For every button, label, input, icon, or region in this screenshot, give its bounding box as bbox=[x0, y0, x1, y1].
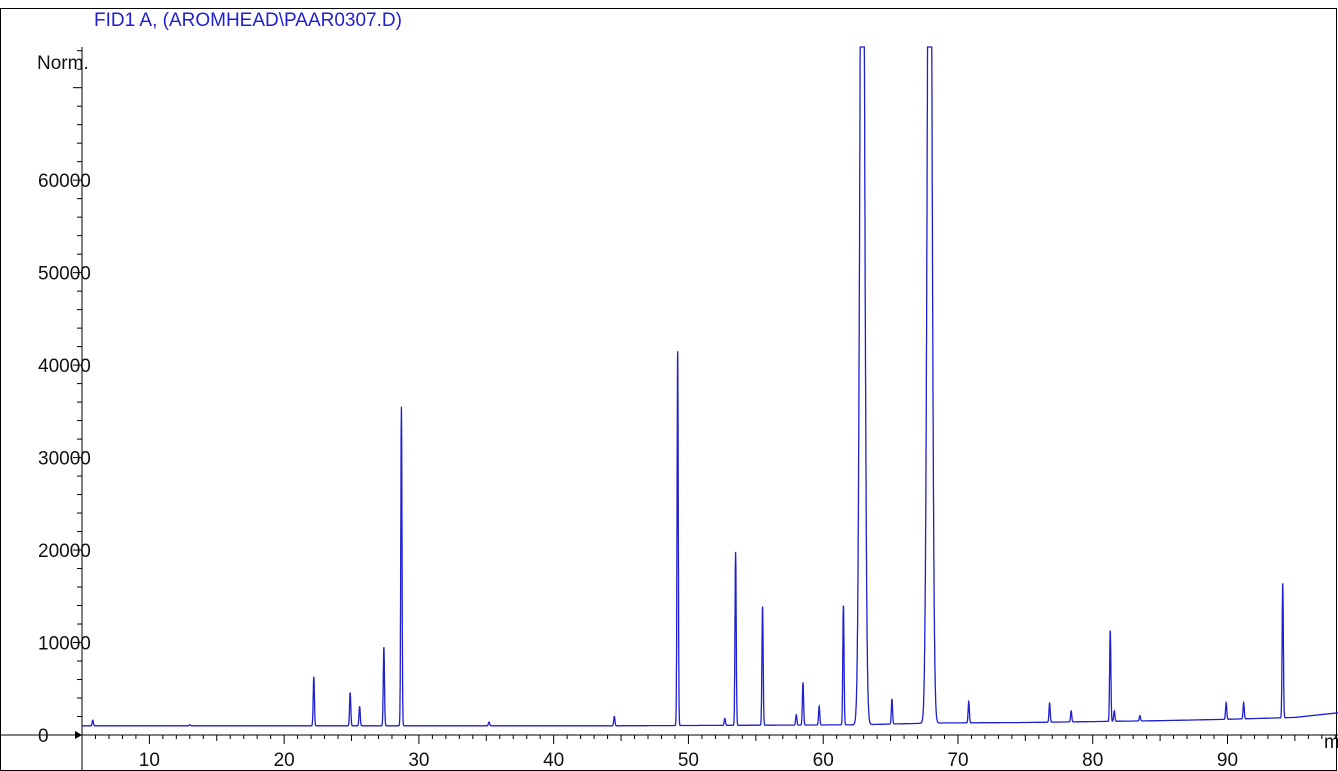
peak-point bbox=[1138, 714, 1142, 718]
y-tick-label: 30000 bbox=[38, 449, 91, 470]
peak-point bbox=[723, 716, 727, 720]
peak-point bbox=[358, 704, 362, 708]
peak-point bbox=[399, 405, 403, 409]
peak-point bbox=[382, 645, 386, 649]
peak-point bbox=[890, 697, 894, 701]
y-tick-label: 0 bbox=[38, 726, 49, 747]
peak-point bbox=[1112, 709, 1116, 713]
chart-title: FID1 A, (AROMHEAD\PAAR0307.D) bbox=[94, 10, 402, 31]
x-tick-label: 60 bbox=[813, 750, 834, 771]
x-tick-label: 70 bbox=[947, 750, 968, 771]
y-tick-label: 40000 bbox=[38, 356, 91, 377]
peak-point bbox=[1048, 701, 1052, 705]
peak-point bbox=[841, 604, 845, 608]
peak-point bbox=[1242, 701, 1246, 705]
x-tick-label: 10 bbox=[139, 750, 160, 771]
y-tick-label: 50000 bbox=[38, 264, 91, 285]
peak-point bbox=[188, 723, 192, 727]
peak-point bbox=[312, 675, 316, 679]
peak-point bbox=[1069, 709, 1073, 713]
peak-point bbox=[348, 690, 352, 694]
x-axis-label: m bbox=[1324, 732, 1338, 753]
peak-point bbox=[487, 720, 491, 724]
peak-point bbox=[801, 680, 805, 684]
peak-point bbox=[967, 700, 971, 704]
x-tick-label: 40 bbox=[543, 750, 564, 771]
peak-point bbox=[91, 718, 95, 722]
y-tick-label: 60000 bbox=[38, 171, 91, 192]
y-tick-label: 10000 bbox=[38, 634, 91, 655]
peak-point bbox=[1224, 701, 1228, 705]
y-axis-label: Norm. bbox=[37, 53, 89, 74]
peak-point bbox=[734, 550, 738, 554]
x-tick-label: 80 bbox=[1082, 750, 1103, 771]
peak-point bbox=[817, 704, 821, 708]
chromatogram-trace bbox=[82, 46, 1338, 727]
peak-point bbox=[612, 715, 616, 719]
y-tick-label: 20000 bbox=[38, 541, 91, 562]
x-tick-label: 50 bbox=[678, 750, 699, 771]
x-tick-label: 90 bbox=[1217, 750, 1238, 771]
peak-point bbox=[794, 713, 798, 717]
peak-point bbox=[860, 45, 864, 49]
peak-point bbox=[676, 349, 680, 353]
plot-frame bbox=[0, 8, 1337, 771]
peak-point bbox=[761, 604, 765, 608]
x-tick-label: 30 bbox=[408, 750, 429, 771]
x-tick-label: 20 bbox=[274, 750, 295, 771]
peak-point bbox=[1108, 629, 1112, 633]
peak-point bbox=[1281, 581, 1285, 585]
peak-point bbox=[928, 45, 932, 49]
